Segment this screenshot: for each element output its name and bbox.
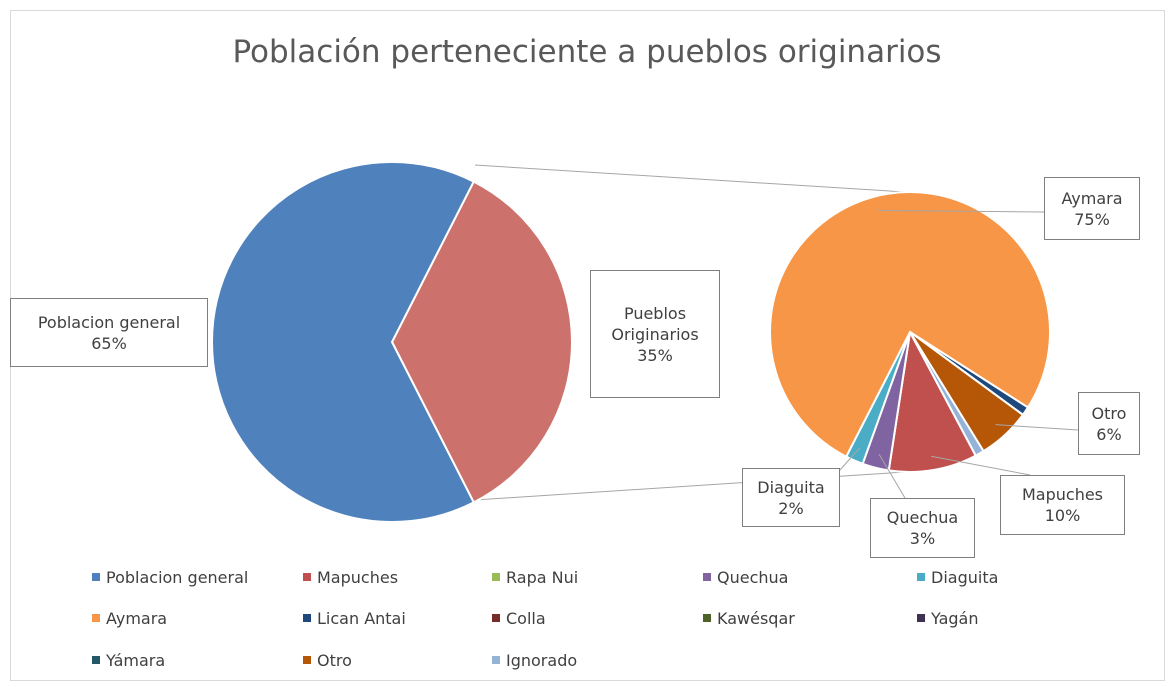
data-label-value: 6% — [1096, 424, 1122, 444]
data-label-value: 3% — [909, 529, 936, 548]
legend-marker — [303, 613, 311, 622]
pie-slice — [210, 161, 476, 523]
legend-marker — [303, 572, 311, 581]
data-label-name: Aymara — [1061, 188, 1123, 208]
data-label-name: Mapuches — [1021, 485, 1104, 504]
data-label-name: Otro — [1091, 403, 1127, 423]
legend-marker — [492, 655, 500, 664]
pie-slice — [390, 180, 573, 504]
legend-item: Otro — [303, 651, 352, 670]
legend-item: Poblacion general — [92, 568, 248, 587]
leader-line — [930, 455, 1031, 476]
data-label: Mapuches 10% — [1000, 475, 1125, 535]
data-label: Aymara 75% — [1044, 177, 1140, 240]
legend-marker — [492, 572, 500, 581]
legend-item: Mapuches — [303, 568, 398, 587]
legend-item: Ignorado — [492, 651, 577, 670]
legend-label: Diaguita — [931, 568, 999, 587]
leader-line — [839, 447, 861, 471]
pie-slice — [909, 331, 985, 457]
legend-label: Yagán — [931, 609, 979, 628]
data-label: Pueblos Originarios 35% — [590, 270, 720, 398]
legend-marker — [917, 613, 925, 622]
legend-marker — [92, 572, 100, 581]
legend-item: Aymara — [92, 609, 167, 628]
legend-label: Quechua — [717, 568, 789, 587]
leader-line — [878, 453, 906, 499]
legend-item: Yagán — [917, 609, 978, 628]
legend-label: Poblacion general — [106, 568, 249, 587]
data-label-value: 35% — [637, 345, 673, 365]
legend-item: Yámara — [92, 651, 165, 670]
legend-item: Diaguita — [917, 568, 998, 587]
legend-label: Ignorado — [506, 651, 578, 670]
legend-marker — [92, 655, 100, 664]
legend-marker — [703, 613, 711, 622]
data-label-value: 10% — [1044, 506, 1081, 525]
data-label: Otro 6% — [1078, 392, 1140, 455]
legend-label: Yámara — [106, 651, 166, 670]
legend-item: Rapa Nui — [492, 568, 578, 587]
legend-item: Quechua — [703, 568, 788, 587]
leader-line — [995, 424, 1079, 431]
legend-marker — [303, 655, 311, 664]
data-label-name: Pueblos Originarios — [611, 303, 699, 344]
data-label-name: Quechua — [886, 508, 959, 527]
connector — [474, 471, 906, 501]
legend-label: Colla — [506, 609, 546, 628]
connector — [474, 164, 906, 193]
legend-label: Lican Antai — [317, 609, 406, 628]
leader-line — [877, 209, 1045, 213]
data-label-name: Poblacion general — [37, 312, 181, 332]
legend-label: Mapuches — [317, 568, 399, 587]
data-label-value: 75% — [1074, 209, 1110, 229]
data-label-value: 2% — [778, 498, 804, 518]
legend-label: Otro — [317, 651, 352, 670]
legend-item: Colla — [492, 609, 546, 628]
legend-label: Rapa Nui — [506, 568, 579, 587]
legend-item: Kawésqar — [703, 609, 795, 628]
data-label: Diaguita 2% — [742, 468, 840, 527]
chart-title: Población perteneciente a pueblos origin… — [232, 34, 942, 70]
data-label-value: 65% — [91, 333, 127, 353]
data-label: Poblacion general 65% — [10, 298, 208, 367]
pie-slice — [887, 328, 978, 473]
legend-marker — [92, 613, 100, 622]
pie-slice — [769, 191, 1051, 458]
legend-label: Aymara — [106, 609, 168, 628]
data-label: Quechua 3% — [870, 498, 975, 558]
data-label-name: Diaguita — [757, 477, 825, 497]
legend-marker — [492, 613, 500, 622]
legend-item: Lican Antai — [303, 609, 406, 628]
legend-marker — [703, 572, 711, 581]
legend-marker — [917, 572, 925, 581]
legend-label: Kawésqar — [717, 609, 795, 628]
